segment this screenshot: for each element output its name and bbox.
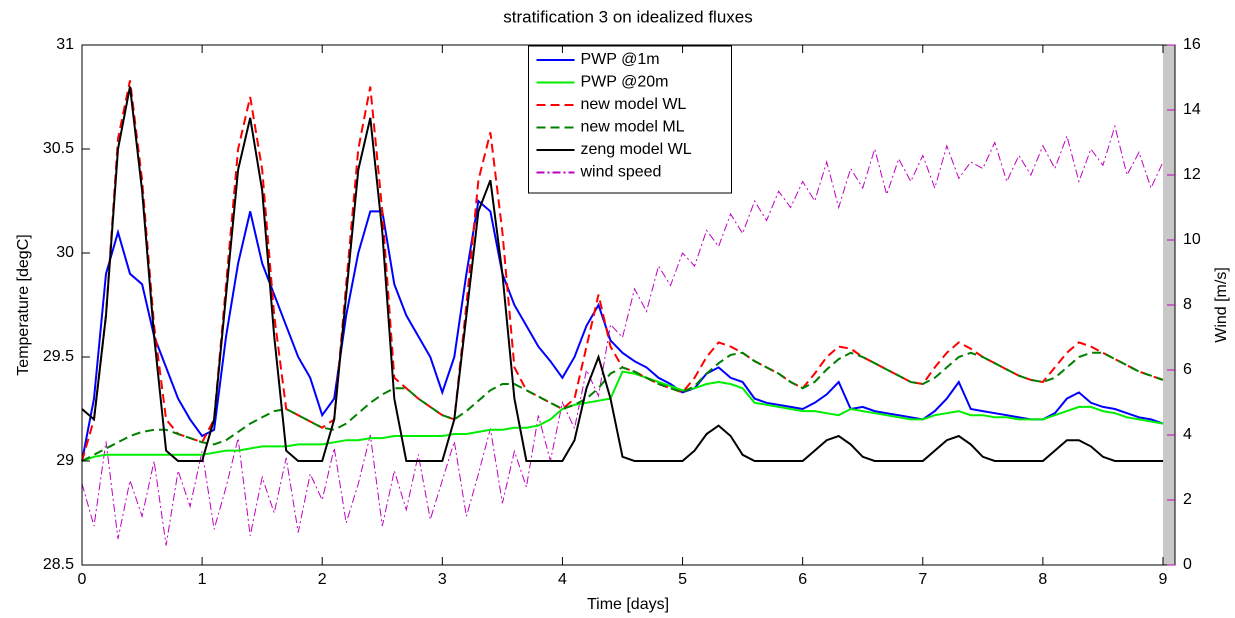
legend-label: wind speed (580, 164, 662, 181)
y-tick-label: 30 (56, 244, 74, 261)
x-tick-label: 7 (918, 571, 927, 588)
y-tick-label: 31 (56, 36, 74, 53)
series-line (81, 351, 1164, 462)
y-tick-label: 29.5 (43, 348, 74, 365)
series-line (81, 370, 1164, 462)
x-axis-label: Time [days] (587, 596, 669, 613)
x-tick-label: 5 (678, 571, 687, 588)
series-line (81, 124, 1164, 546)
x-tick-label: 2 (318, 571, 327, 588)
legend-label: new model WL (581, 96, 687, 113)
y2-tick-label: 4 (1183, 426, 1192, 443)
legend-box (528, 45, 732, 194)
y2-tick-label: 14 (1183, 101, 1201, 118)
y2-tick-label: 8 (1183, 296, 1192, 313)
y-tick-label: 30.5 (43, 140, 74, 157)
plot-area (81, 80, 1164, 546)
x-tick-label: 1 (198, 571, 207, 588)
x-tick-label: 8 (1038, 571, 1047, 588)
legend-label: PWP @1m (581, 51, 660, 68)
x-tick-label: 6 (798, 571, 807, 588)
y2-tick-label: 10 (1183, 231, 1201, 248)
y-axis-label: Temperature [degC] (15, 234, 32, 375)
y-tick-label: 29 (56, 452, 74, 469)
legend-label: PWP @20m (581, 74, 669, 91)
legend-label: new model ML (581, 119, 685, 136)
x-tick-label: 3 (438, 571, 447, 588)
x-tick-label: 0 (78, 571, 87, 588)
legend-label: zeng model WL (581, 141, 692, 158)
y2-tick-label: 6 (1183, 361, 1192, 378)
y-tick-label: 28.5 (43, 556, 74, 573)
x-tick-label: 9 (1159, 571, 1168, 588)
y2-tick-label: 12 (1183, 166, 1201, 183)
series-line (81, 86, 1163, 462)
y2-tick-label: 16 (1183, 36, 1201, 53)
y2-tick-label: 2 (1183, 491, 1192, 508)
y2-axis-label: Wind [m/s] (1213, 267, 1230, 343)
chart-title: stratification 3 on idealized fluxes (503, 7, 752, 26)
y2-tick-label: 0 (1183, 556, 1192, 573)
x-tick-label: 4 (558, 571, 567, 588)
legend: PWP @1m PWP @20m new model WL new model ML z… (528, 45, 732, 194)
series-line (81, 199, 1164, 462)
